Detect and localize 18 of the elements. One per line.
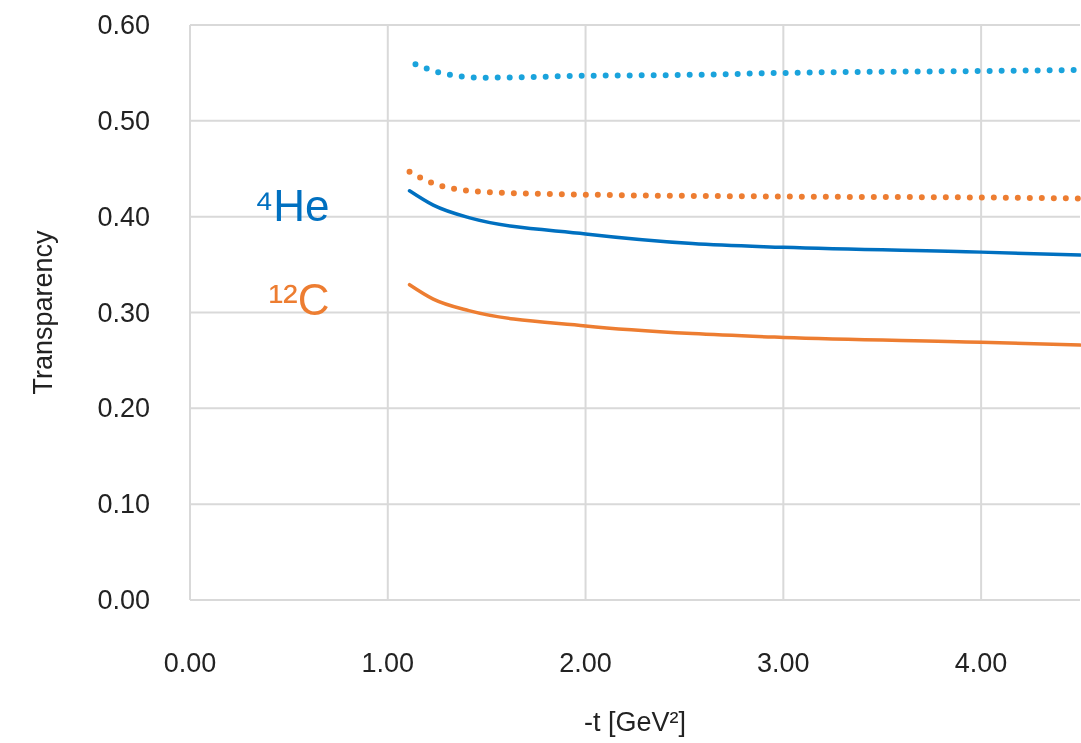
x-tick-label: 0.00: [163, 648, 217, 678]
line-series: [407, 282, 1081, 347]
y-tick-label: 0.20: [97, 393, 150, 424]
x-tick-label: 3.00: [757, 648, 810, 678]
series-label: ⁴He: [254, 180, 330, 230]
series-label: ¹²C: [268, 274, 330, 324]
x-axis-title: -t [GeV²]: [583, 707, 687, 737]
y-tick-label: 0.40: [97, 201, 150, 232]
y-tick-label: 0.50: [97, 105, 150, 136]
x-tick-label: 1.00: [361, 648, 415, 678]
y-tick-label: 0.10: [97, 489, 150, 520]
y-tick-label: 0.30: [97, 297, 150, 328]
x-tick-label: 4.00: [954, 648, 1008, 678]
y-tick-label: 0.00: [97, 585, 150, 615]
line-series: [407, 189, 1081, 257]
x-tick-label: 2.00: [559, 648, 612, 678]
y-axis-title: Transparency: [28, 229, 58, 395]
y-tick-label: 0.60: [97, 10, 150, 40]
